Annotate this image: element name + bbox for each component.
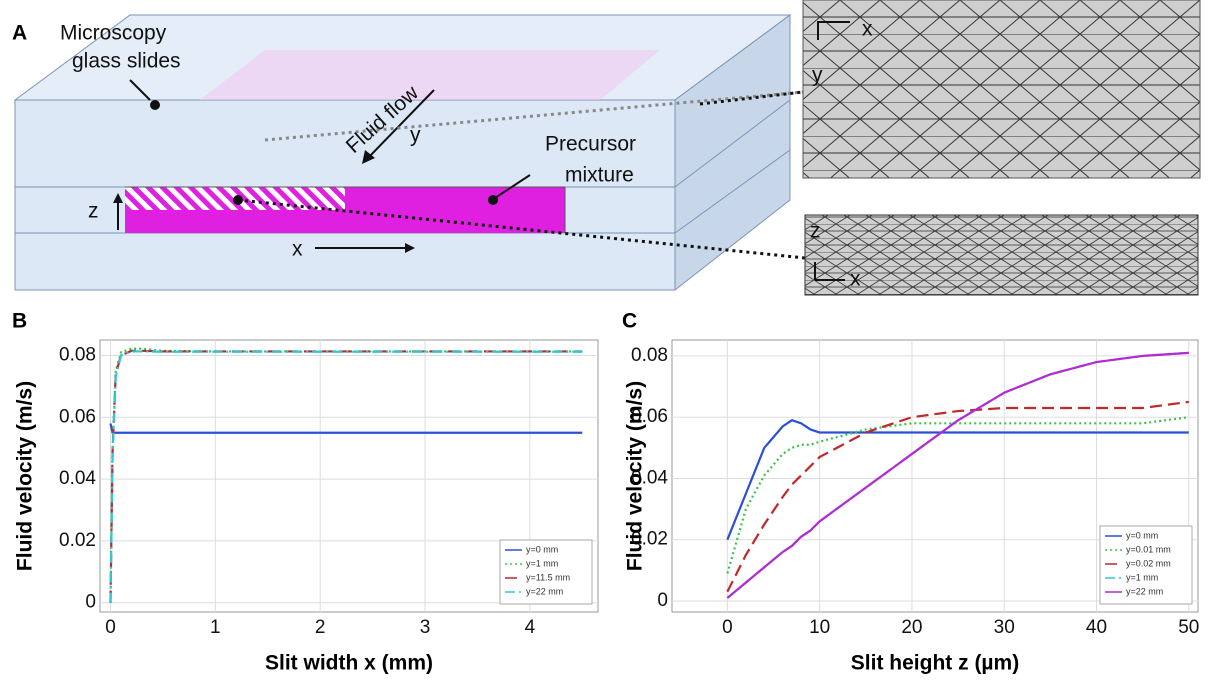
- x-tick-label: 20: [901, 617, 922, 638]
- y-tick-label: 0.04: [59, 468, 96, 489]
- mesh-axis: x: [862, 18, 873, 41]
- y-tick-label: 0.02: [59, 530, 96, 551]
- y-axis-title: Fluid velocity (m/s): [624, 381, 647, 571]
- x-tick-label: 30: [994, 617, 1015, 638]
- slides-label: glass slides: [72, 50, 181, 73]
- x-tick-label: 1: [210, 617, 221, 638]
- panel-label: C: [622, 310, 637, 333]
- legend-label: y=22 mm: [1126, 586, 1163, 596]
- panel-label: A: [12, 22, 27, 45]
- legend-label: y=1 mm: [526, 558, 558, 568]
- legend-label: y=11.5 mm: [526, 572, 570, 582]
- slides-label: Microscopy: [60, 22, 167, 45]
- legend: [1099, 525, 1193, 605]
- y-tick-label: 0.08: [631, 345, 668, 366]
- x-tick-label: 10: [809, 617, 830, 638]
- x-tick-label: 3: [420, 617, 431, 638]
- y-tick-label: 0.06: [59, 406, 96, 427]
- legend-label: y=0.02 mm: [1126, 558, 1171, 568]
- x-axis-title: Slit height z (µm): [851, 652, 1019, 675]
- x-axis-title: Slit width x (mm): [265, 652, 433, 675]
- axis-label: z: [88, 200, 99, 223]
- y-tick-label: 0.08: [59, 344, 96, 365]
- x-tick-label: 4: [525, 617, 536, 638]
- y-tick-label: 0.02: [631, 529, 668, 550]
- mesh-axis: z: [810, 220, 821, 243]
- x-tick-label: 0: [105, 617, 116, 638]
- data-line: [726, 419, 1189, 541]
- legend-label: y=0 mm: [1126, 530, 1158, 540]
- panel-label: B: [12, 310, 27, 333]
- legend-label: y=1 mm: [1126, 572, 1158, 582]
- y-tick-label: 0.06: [631, 406, 668, 427]
- x-tick-label: 0: [722, 617, 733, 638]
- precursor-label: Precursor: [545, 133, 636, 156]
- axis-label: x: [292, 238, 303, 261]
- y-tick-label: 0.04: [631, 467, 668, 488]
- x-tick-label: 40: [1086, 617, 1107, 638]
- x-tick-label: 2: [315, 617, 326, 638]
- mesh-axis: y: [812, 64, 823, 87]
- legend-label: y=22 mm: [526, 586, 563, 596]
- legend-label: y=0 mm: [526, 544, 558, 554]
- slide-diagram: [13, 0, 1201, 296]
- axis-label: y: [410, 124, 421, 147]
- mesh-axis: x: [850, 268, 861, 291]
- precursor-label: mixture: [565, 164, 634, 187]
- data-line: [726, 400, 1189, 593]
- data-line: [109, 423, 583, 434]
- y-tick-label: 0: [657, 590, 668, 611]
- data-line: [109, 350, 583, 603]
- y-tick-label: 0: [85, 592, 96, 613]
- x-tick-label: 50: [1178, 617, 1199, 638]
- legend-label: y=0.01 mm: [1126, 544, 1171, 554]
- data-line: [726, 351, 1189, 599]
- y-axis-title: Fluid velocity (m/s): [14, 381, 37, 571]
